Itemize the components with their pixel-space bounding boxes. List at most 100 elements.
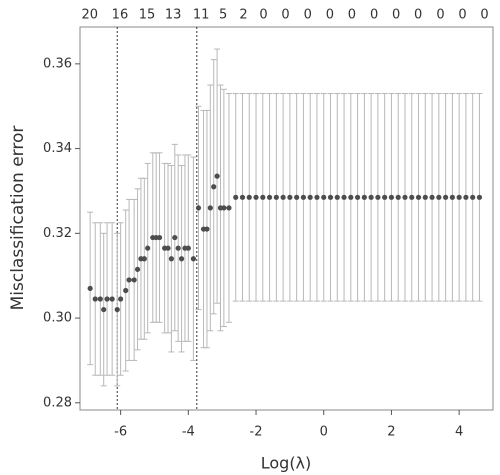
point [92,296,98,302]
top-tick-label: 0 [281,8,289,23]
point [226,205,232,211]
point [402,194,408,200]
point [109,296,115,302]
point [388,194,395,200]
x-tick-label: -6 [114,425,127,440]
point [436,194,442,200]
point [207,205,213,211]
point [123,287,129,294]
point [175,245,181,251]
point [165,245,171,251]
point [233,194,239,200]
top-tick-label: 0 [436,8,444,23]
point [141,256,147,262]
point [443,194,449,200]
point [287,194,293,200]
top-tick-label: 0 [392,8,400,23]
y-axis-label: Misclassification error [8,126,28,311]
point [118,296,124,302]
point [253,194,259,200]
point [104,296,110,302]
point [101,306,107,313]
x-tick-label: -2 [250,425,263,440]
point [204,226,210,232]
point [429,194,435,200]
point [214,173,220,179]
x-tick-label: -4 [182,425,195,440]
top-tick-label: 0 [348,8,356,23]
point [354,194,361,200]
point [334,194,340,200]
y-tick-label: 0.30 [43,311,72,326]
point [470,194,476,200]
point [97,296,103,302]
point [368,194,374,200]
top-tick-label: 13 [165,8,182,23]
x-tick-label: 4 [455,425,463,440]
top-tick-label: 11 [193,8,210,23]
point [126,277,132,283]
x-axis-label: Log(λ) [261,454,312,473]
point [280,194,286,200]
point [156,234,163,241]
top-tick-label: 16 [112,8,129,23]
point [266,194,273,200]
x-tick-label: 2 [387,425,395,440]
top-tick-label: 0 [458,8,466,23]
top-tick-label: 0 [370,8,378,23]
point [382,194,388,200]
top-tick-label: 0 [414,8,422,23]
point [273,194,279,200]
point [172,234,178,241]
point [361,194,367,200]
point [463,194,469,200]
y-tick-label: 0.32 [43,226,72,241]
point [341,194,347,200]
point [211,184,217,190]
point [195,205,202,211]
point [375,194,381,200]
y-tick-label: 0.36 [43,56,72,71]
point [260,194,266,200]
point [449,194,455,200]
point [348,194,354,200]
top-tick-label: 0 [480,8,488,23]
top-tick-label: 15 [139,8,156,23]
top-tick-label: 0 [259,8,267,23]
top-tick-label: 0 [326,8,334,23]
point [87,285,93,292]
y-tick-label: 0.34 [43,141,72,156]
point [415,194,422,200]
point [178,256,185,262]
point [168,256,175,262]
point [114,306,120,313]
top-tick-label: 5 [219,8,227,23]
point [476,194,483,200]
top-tick-label: 20 [82,8,99,23]
point [294,194,300,200]
point [422,194,428,200]
point [456,194,462,200]
y-tick-label: 0.28 [43,395,72,410]
point [131,277,137,283]
point [190,256,197,262]
x-tick-label: 0 [320,425,328,440]
point [321,194,327,200]
point [145,245,151,251]
top-tick-label: 0 [304,8,312,23]
point [239,194,246,200]
point [395,194,401,200]
point [221,205,227,211]
point [307,194,313,200]
point [185,245,191,251]
point [327,194,334,200]
point [300,194,307,200]
point [314,194,320,200]
point [246,194,252,200]
point [409,194,415,200]
point [134,266,141,272]
plot-frame [79,26,494,411]
top-tick-label: 2 [239,8,247,23]
